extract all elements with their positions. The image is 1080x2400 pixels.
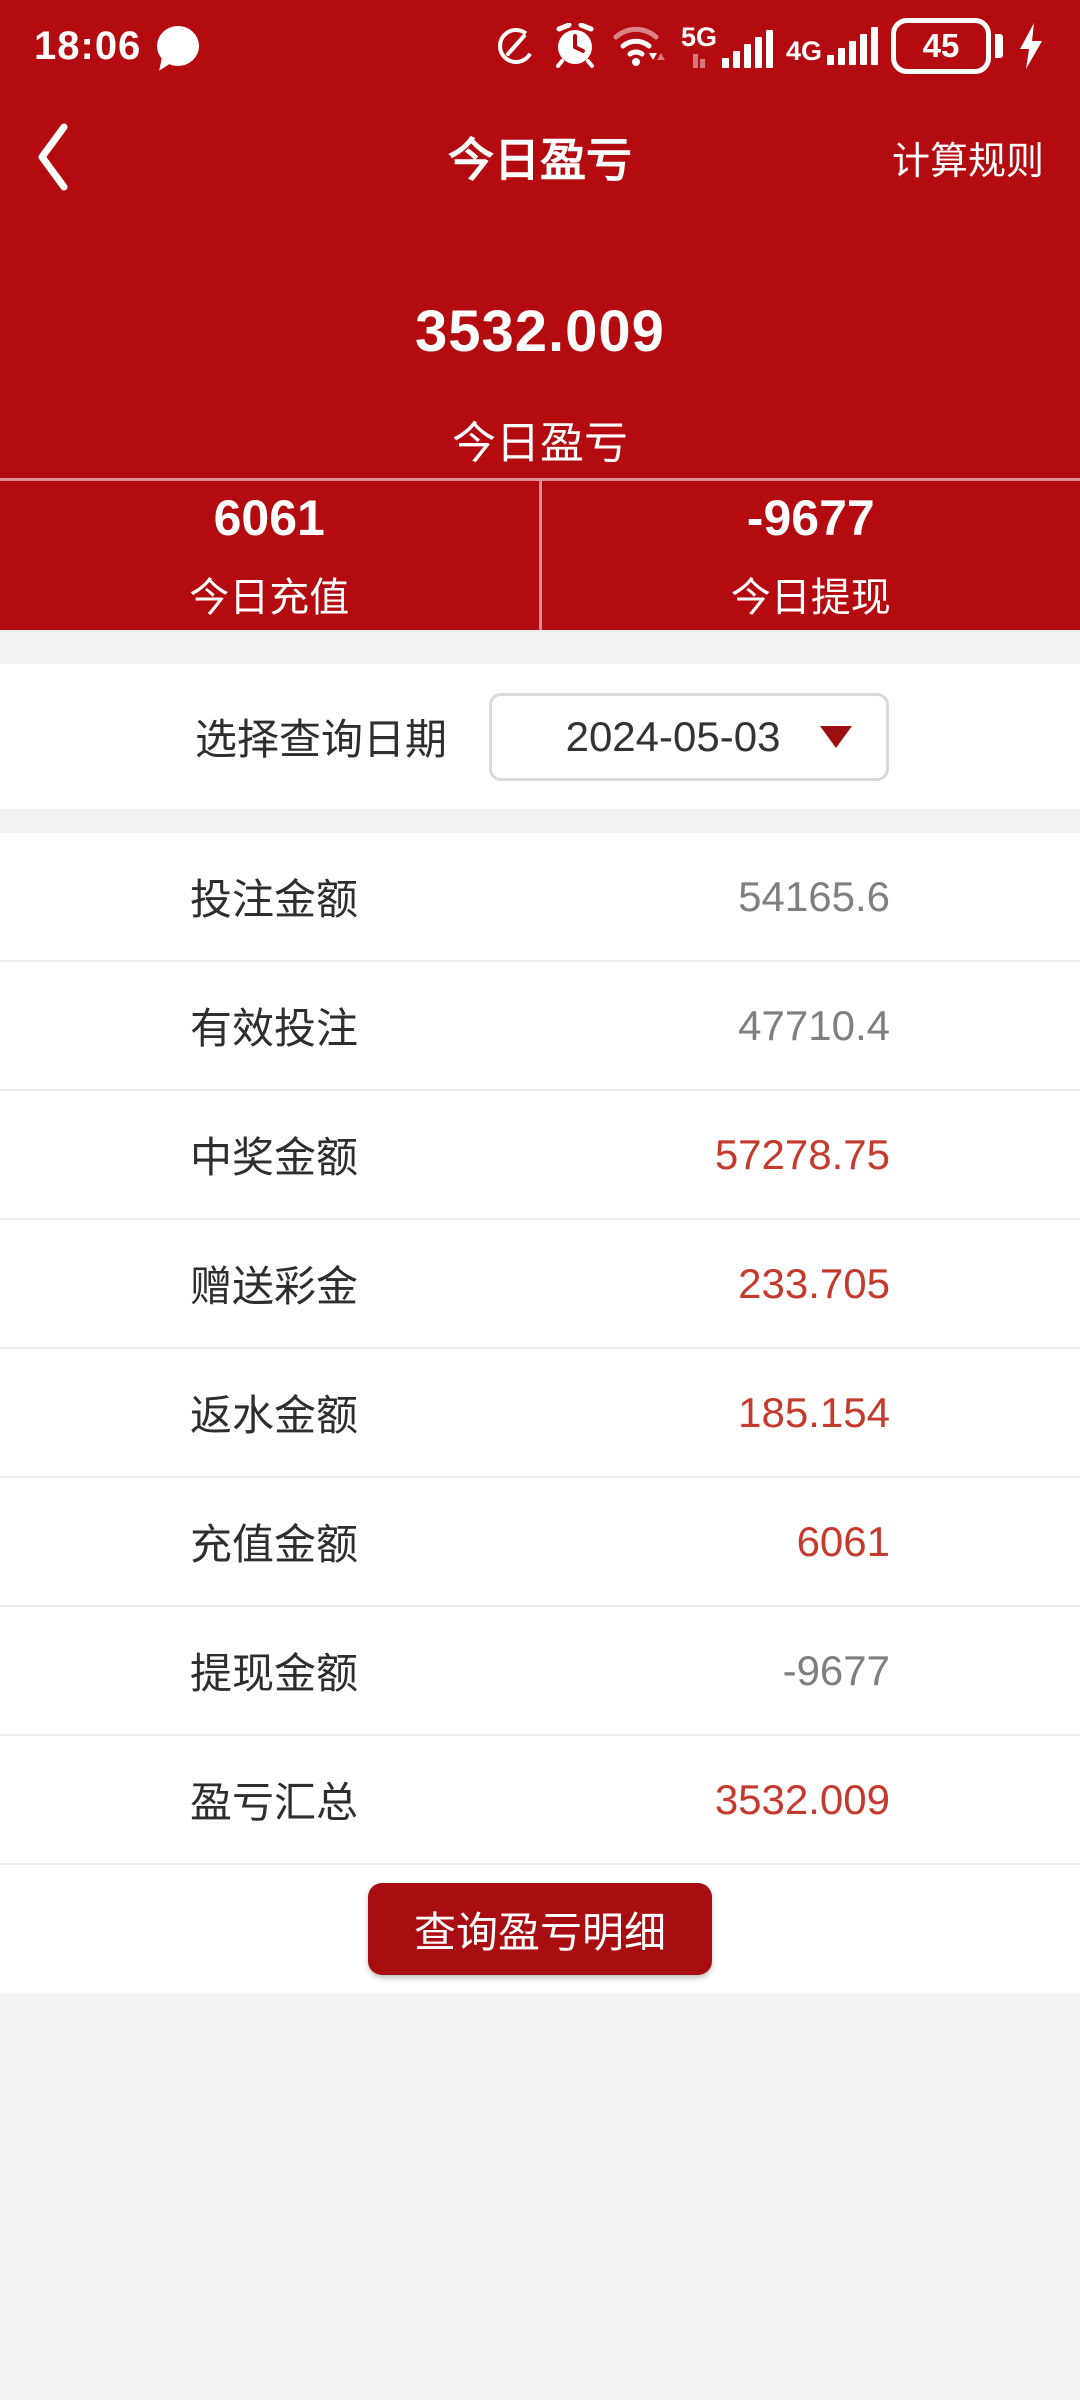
caret-down-icon (820, 725, 853, 748)
row-label: 返水金额 (190, 1392, 359, 1439)
network-type-label: 4G (785, 36, 822, 66)
signal-bars-icon (827, 27, 878, 65)
row-value: 6061 (796, 1517, 890, 1565)
section-gap (0, 809, 1080, 833)
list-item-deposit: 充值金额 6061 (0, 1478, 1080, 1607)
date-picker-label: 选择查询日期 (195, 716, 448, 763)
row-value: 233.705 (738, 1259, 890, 1307)
row-value: 3532.009 (714, 1775, 890, 1823)
list-item-withdraw: 提现金额 -9677 (0, 1607, 1080, 1736)
status-bar: 18:06 (0, 0, 1080, 92)
signal-bars-icon (721, 30, 773, 68)
today-deposit-value: 6061 (213, 489, 325, 546)
row-value: 54165.6 (738, 872, 890, 920)
row-value: 185.154 (738, 1388, 890, 1436)
charging-bolt-icon (1020, 23, 1042, 69)
list-item-win-amount: 中奖金额 57278.75 (0, 1091, 1080, 1220)
battery-icon: 45 (891, 18, 1003, 74)
date-select[interactable]: 2024-05-03 (489, 692, 890, 781)
back-chevron-icon (38, 123, 68, 191)
query-detail-button[interactable]: 查询盈亏明细 (367, 1883, 712, 1975)
calc-rules-link[interactable]: 计算规则 (891, 140, 1044, 183)
back-button[interactable] (36, 117, 96, 197)
clock-time: 18:06 (34, 23, 142, 68)
row-label: 盈亏汇总 (190, 1779, 359, 1826)
network-type-label: 5G (680, 22, 717, 52)
sim1-signal: 5G (681, 24, 773, 68)
today-stats: 6061 今日充值 -9677 今日提现 (0, 478, 1080, 630)
row-label: 提现金额 (190, 1650, 359, 1697)
row-label: 有效投注 (190, 1005, 359, 1052)
today-profit-amount: 3532.009 (415, 299, 665, 364)
list-item-rebate: 返水金额 185.154 (0, 1349, 1080, 1478)
today-withdraw-value: -9677 (746, 489, 875, 546)
hero-summary: 3532.009 今日盈亏 (0, 222, 1080, 478)
list-item-bonus: 赠送彩金 233.705 (0, 1220, 1080, 1349)
today-deposit-label: 今日充值 (189, 575, 350, 620)
today-deposit-stat: 6061 今日充值 (0, 481, 539, 630)
section-gap (0, 630, 1080, 664)
sim2-signal: 4G (786, 27, 878, 65)
profit-detail-list: 投注金额 54165.6 有效投注 47710.4 中奖金额 57278.75 … (0, 833, 1080, 1865)
row-value: 57278.75 (714, 1130, 890, 1178)
data-activity-icon (692, 54, 705, 68)
status-icons: 5G 4G (494, 18, 1046, 74)
alarm-clock-icon (555, 23, 594, 68)
battery-percent: 45 (891, 18, 991, 74)
today-withdraw-stat: -9677 今日提现 (538, 481, 1080, 630)
today-profit-label: 今日盈亏 (452, 419, 628, 468)
chat-bubble-icon (157, 26, 200, 66)
date-picker-row: 选择查询日期 2024-05-03 (0, 664, 1080, 809)
row-value: 47710.4 (738, 1001, 890, 1049)
today-withdraw-label: 今日提现 (730, 575, 891, 620)
row-label: 赠送彩金 (190, 1263, 359, 1310)
wifi-icon (613, 26, 665, 66)
list-item-valid-bet: 有效投注 47710.4 (0, 962, 1080, 1091)
row-value: -9677 (782, 1646, 890, 1694)
battery-nub (995, 34, 1003, 58)
speedometer-icon (497, 28, 534, 64)
footer-blank (0, 1993, 1080, 2400)
row-label: 中奖金额 (190, 1134, 359, 1181)
date-select-value: 2024-05-03 (565, 712, 781, 760)
list-item-summary: 盈亏汇总 3532.009 (0, 1736, 1080, 1865)
row-label: 充值金额 (190, 1521, 359, 1568)
title-bar: 今日盈亏 计算规则 (0, 92, 1080, 222)
row-label: 投注金额 (190, 876, 359, 923)
action-section: 查询盈亏明细 (0, 1865, 1080, 1993)
list-item-bet-amount: 投注金额 54165.6 (0, 833, 1080, 962)
